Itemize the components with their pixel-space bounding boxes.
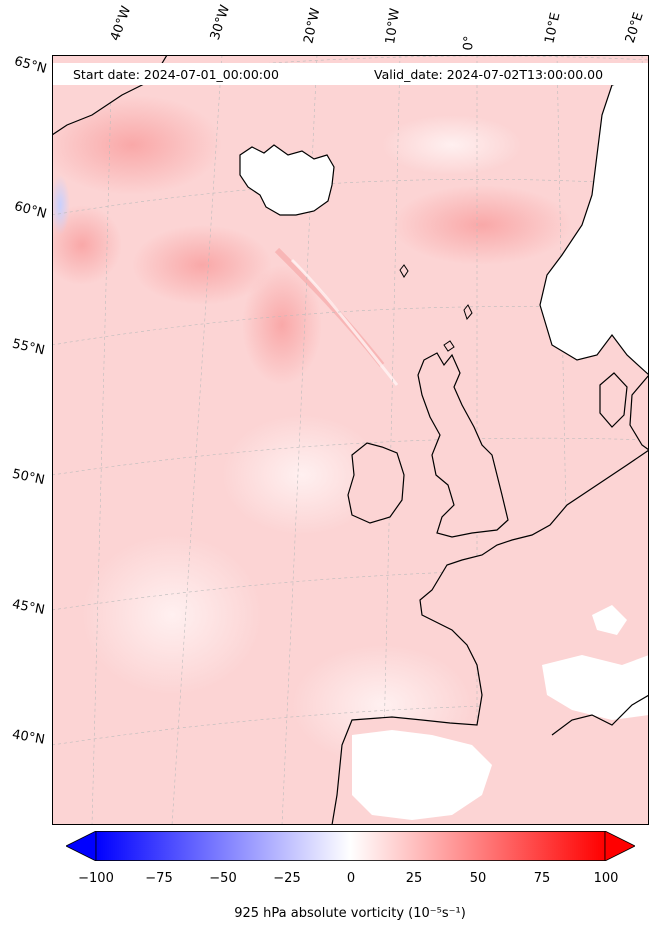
lat-label-50n: 50°N (10, 466, 46, 489)
lon-label-20e: 20°E (622, 10, 647, 46)
denmark-land (599, 372, 628, 428)
vorticity-maximum (242, 265, 322, 385)
lon-label-0: 0° (461, 35, 478, 51)
lat-label-40n: 40°N (10, 727, 46, 748)
alps-patch (542, 655, 649, 720)
colorbar-tick: 75 (533, 871, 551, 886)
lon-label-10w: 10°W (383, 7, 403, 45)
colorbar-tick: 50 (469, 871, 487, 886)
lat-label-65n: 65°N (12, 54, 49, 77)
colorbar-extend-max (604, 831, 635, 861)
alps-patch (592, 605, 627, 635)
iberia-interior (352, 730, 492, 820)
start-date-text: Start date: 2024-07-01_00:00:00 (73, 67, 279, 82)
ireland-land (347, 442, 405, 524)
lon-label-30w: 30°W (207, 3, 234, 42)
colorbar-extend-min (66, 831, 97, 861)
vorticity-minimum (222, 415, 382, 535)
colorbar-tick: 25 (405, 871, 423, 886)
lon-label-10e: 10°E (542, 11, 564, 46)
vorticity-minimum (382, 115, 522, 175)
colorbar-tick: −100 (78, 871, 114, 886)
shetland-islands (463, 304, 473, 321)
sweden-land (629, 374, 649, 451)
valid-date-text: Valid_date: 2024-07-02T13:00:00.00 (374, 67, 604, 82)
lon-label-20w: 20°W (301, 6, 324, 45)
vorticity-map (52, 55, 649, 825)
europe-land (331, 449, 649, 825)
faroe-islands (399, 264, 409, 278)
iceland-land (239, 144, 335, 216)
colorbar-tick: 100 (593, 871, 619, 886)
header-background (52, 63, 649, 85)
vorticity-maximum (132, 225, 272, 305)
scandinavia-land (539, 74, 649, 376)
colorbar-tick: −25 (273, 871, 301, 886)
vorticity-maximum (392, 185, 572, 265)
vorticity-maximum (52, 95, 222, 195)
vorticity-streak (290, 258, 399, 386)
colorbar-tick: −75 (145, 871, 173, 886)
lat-label-45n: 45°N (10, 597, 46, 618)
lat-label-60n: 60°N (12, 199, 49, 222)
great-britain-land (417, 352, 509, 538)
orkney-islands (443, 340, 455, 352)
colorbar-tick: −50 (209, 871, 237, 886)
colorbar-label: 925 hPa absolute vorticity (10⁻⁵s⁻¹) (234, 906, 466, 921)
colorbar-tick: 0 (346, 871, 356, 886)
negative-vorticity-patch (52, 175, 70, 235)
vorticity-maximum (52, 205, 122, 285)
colorbar-gradient (96, 831, 605, 861)
colorbar (66, 831, 635, 861)
lat-label-55n: 55°N (10, 336, 47, 359)
vorticity-minimum (82, 535, 262, 695)
lon-label-40w: 40°W (107, 4, 135, 43)
mediterranean-coast (551, 694, 649, 736)
